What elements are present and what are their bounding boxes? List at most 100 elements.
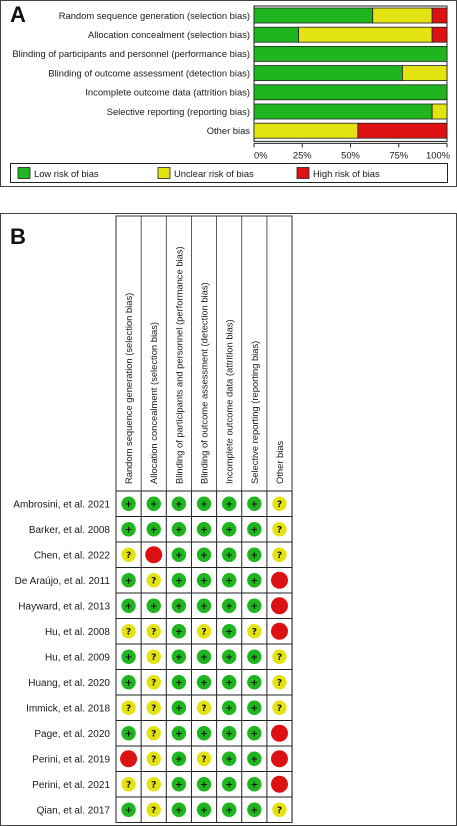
judgement-high-r3-c6 bbox=[270, 571, 288, 589]
judgement-symbol-r10-c5: + bbox=[251, 755, 259, 765]
bar-low-4 bbox=[253, 84, 448, 101]
judgement-symbol-r10-c2: + bbox=[175, 755, 183, 765]
judgement-symbol-r4-c1: + bbox=[150, 602, 158, 612]
judgement-low-r1-c2 bbox=[171, 522, 187, 537]
study-label-7: Huang, et al. 2020 bbox=[28, 678, 110, 689]
study-label-10: Perini, et al. 2019 bbox=[32, 754, 110, 765]
study-label-6: Hu, et al. 2009 bbox=[45, 652, 110, 663]
judgement-low-r10-c4 bbox=[221, 751, 237, 766]
judgement-unclear-r11-c1 bbox=[146, 777, 161, 792]
judgement-symbol-r9-c4: + bbox=[225, 729, 233, 739]
judgement-low-r5-c4 bbox=[221, 624, 237, 639]
judgement-symbol-r5-c1: ? bbox=[151, 627, 156, 637]
judgement-low-r4-c5 bbox=[247, 598, 262, 613]
judgement-symbol-r12-c0: + bbox=[125, 806, 133, 816]
judgement-symbol-r8-c1: ? bbox=[151, 704, 156, 714]
column-label-0: Random sequence generation (selection bi… bbox=[123, 293, 134, 484]
judgement-symbol-r3-c1: ? bbox=[151, 576, 156, 586]
judgement-symbol-r2-c4: + bbox=[225, 551, 233, 561]
judgement-low-r4-c1 bbox=[146, 598, 161, 613]
legend-swatch-1 bbox=[157, 167, 171, 179]
judgement-symbol-r4-c5: + bbox=[251, 602, 259, 612]
judgement-high-r2-c1 bbox=[145, 546, 163, 564]
judgement-symbol-r6-c5: + bbox=[251, 653, 259, 663]
judgement-symbol-r0-c4: + bbox=[225, 500, 233, 510]
judgement-low-r11-c4 bbox=[221, 777, 237, 792]
judgement-symbol-r11-c0: ? bbox=[126, 780, 131, 790]
judgement-low-r0-c2 bbox=[171, 496, 187, 511]
bar-low-0 bbox=[253, 7, 374, 24]
bar-low-5 bbox=[253, 103, 433, 120]
judgement-symbol-r5-c5: ? bbox=[252, 627, 257, 637]
judgement-symbol-r9-c5: + bbox=[251, 729, 259, 739]
study-label-8: Immick, et al. 2018 bbox=[26, 703, 110, 714]
x-tick-label-4: 100% bbox=[426, 149, 450, 160]
judgement-symbol-r8-c2: + bbox=[175, 704, 183, 714]
judgement-low-r0-c4 bbox=[221, 496, 237, 511]
judgement-high-r11-c6 bbox=[270, 775, 288, 793]
judgement-low-r12-c0 bbox=[121, 802, 136, 817]
bar-low-3 bbox=[253, 65, 403, 81]
category-label-3: Blinding of outcome assessment (detectio… bbox=[48, 67, 250, 78]
study-label-2: Chen, et al. 2022 bbox=[34, 550, 111, 561]
judgement-low-r7-c0 bbox=[121, 675, 136, 690]
judgement-low-r9-c3 bbox=[196, 726, 212, 741]
bar-unclear-3 bbox=[402, 65, 448, 81]
judgement-low-r9-c2 bbox=[171, 726, 187, 741]
judgement-symbol-r3-c4: + bbox=[225, 576, 233, 586]
judgement-symbol-r9-c1: ? bbox=[151, 729, 156, 739]
judgement-symbol-r6-c6: ? bbox=[277, 653, 282, 663]
judgement-low-r7-c5 bbox=[247, 675, 262, 690]
judgement-symbol-r3-c3: + bbox=[200, 576, 208, 586]
judgement-symbol-r6-c4: + bbox=[225, 653, 233, 663]
judgement-symbol-r2-c5: + bbox=[251, 551, 259, 561]
judgement-symbol-r12-c5: + bbox=[251, 806, 259, 816]
judgement-low-r2-c2 bbox=[171, 547, 187, 562]
judgement-symbol-r10-c1: ? bbox=[151, 755, 156, 765]
judgement-symbol-r1-c6: ? bbox=[277, 525, 282, 535]
judgement-symbol-r1-c4: + bbox=[225, 525, 233, 535]
judgement-unclear-r7-c1 bbox=[146, 675, 161, 690]
judgement-high-r4-c6 bbox=[270, 597, 288, 615]
judgement-symbol-r10-c4: + bbox=[225, 755, 233, 765]
judgement-low-r4-c2 bbox=[171, 598, 187, 613]
judgement-symbol-r0-c5: + bbox=[251, 500, 259, 510]
judgement-unclear-r8-c0 bbox=[121, 700, 136, 715]
bar-unclear-5 bbox=[431, 103, 448, 120]
judgement-unclear-r11-c0 bbox=[121, 777, 136, 792]
legend-swatch-0 bbox=[17, 167, 31, 179]
judgement-unclear-r5-c0 bbox=[121, 624, 136, 639]
judgement-high-r10-c6 bbox=[270, 750, 288, 768]
column-label-5: Selective reporting (reporting bias) bbox=[249, 341, 260, 484]
judgement-low-r3-c4 bbox=[221, 573, 237, 588]
judgement-low-r11-c2 bbox=[171, 777, 187, 792]
bar-high-1 bbox=[431, 26, 448, 43]
judgement-symbol-r11-c4: + bbox=[225, 780, 233, 790]
judgement-low-r12-c4 bbox=[221, 802, 237, 817]
judgement-symbol-r7-c5: + bbox=[251, 678, 259, 688]
study-label-11: Perini, et al. 2021 bbox=[32, 780, 110, 791]
judgement-low-r6-c5 bbox=[247, 649, 262, 664]
study-label-4: Hayward, et al. 2013 bbox=[18, 601, 110, 612]
judgement-symbol-r2-c6: ? bbox=[277, 551, 282, 561]
judgement-low-r1-c0 bbox=[121, 522, 136, 537]
bar-unclear-6 bbox=[253, 122, 359, 139]
judgement-symbol-r8-c0: ? bbox=[126, 704, 131, 714]
judgement-symbol-r1-c2: + bbox=[175, 525, 183, 535]
judgement-symbol-r7-c2: + bbox=[175, 678, 183, 688]
study-label-0: Ambrosini, et al. 2021 bbox=[13, 499, 110, 510]
judgement-symbol-r7-c0: + bbox=[125, 678, 133, 688]
judgement-unclear-r8-c6 bbox=[272, 700, 287, 715]
judgement-symbol-r12-c2: + bbox=[175, 806, 183, 816]
judgement-symbol-r1-c3: + bbox=[200, 525, 208, 535]
judgement-symbol-r0-c6: ? bbox=[277, 500, 282, 510]
judgement-symbol-r6-c0: + bbox=[125, 653, 133, 663]
judgement-symbol-r2-c0: ? bbox=[126, 551, 131, 561]
judgement-symbol-r11-c1: ? bbox=[151, 780, 156, 790]
column-label-4: Incomplete outcome data (attrition bias) bbox=[224, 319, 235, 484]
judgement-high-r5-c6 bbox=[270, 622, 288, 640]
bar-low-1 bbox=[253, 26, 299, 43]
judgement-symbol-r7-c4: + bbox=[225, 678, 233, 688]
judgement-low-r7-c4 bbox=[221, 675, 237, 690]
